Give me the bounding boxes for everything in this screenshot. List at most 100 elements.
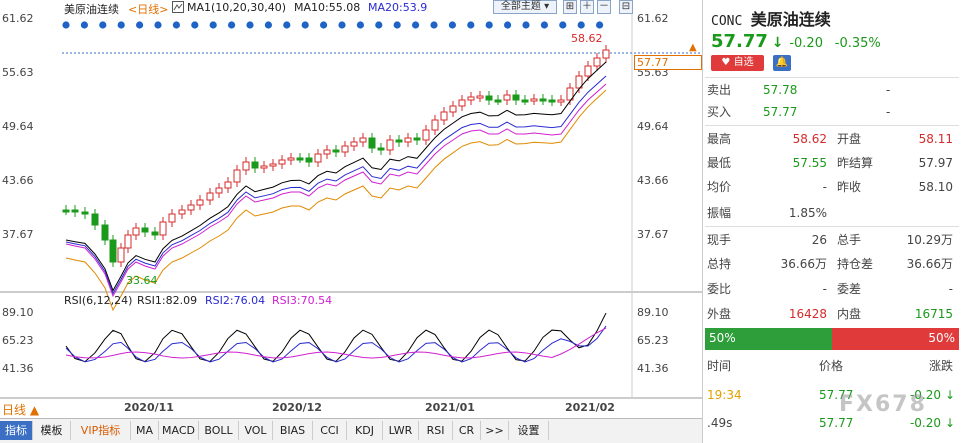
trade-down-arrow-icon: ↓ bbox=[944, 388, 955, 402]
candle-body bbox=[260, 165, 268, 169]
candle-body bbox=[332, 149, 340, 153]
outer-inner-row: 外盘 16428 内盘 16715 bbox=[703, 303, 961, 325]
tab-macd-label: MACD bbox=[162, 424, 195, 437]
tab-kdj[interactable]: KDJ bbox=[347, 421, 383, 440]
y-tick-left-3: 49.64 bbox=[2, 120, 34, 133]
tab-indicator[interactable]: 指标 bbox=[0, 421, 33, 440]
candle-body bbox=[233, 169, 241, 183]
buy-label: 买入 bbox=[707, 105, 732, 119]
rsi-tick-left-2: 65.23 bbox=[2, 334, 34, 347]
tab-rsi[interactable]: RSI bbox=[419, 421, 453, 440]
candle-body bbox=[251, 161, 259, 169]
rsi-tick-left-1: 89.10 bbox=[2, 306, 34, 319]
period-switch[interactable]: 日线 ▲ bbox=[2, 403, 40, 417]
event-marker bbox=[228, 21, 236, 29]
trade-price: 57.77 bbox=[819, 388, 854, 402]
candle-body bbox=[314, 153, 322, 163]
candle-body bbox=[341, 145, 349, 153]
trades-header-chg: 涨跌 bbox=[928, 359, 953, 373]
tab-cci-label: CCI bbox=[320, 424, 339, 437]
outer-label: 外盘 bbox=[707, 307, 732, 321]
heart-icon: ♥ bbox=[721, 57, 731, 68]
event-marker bbox=[485, 21, 493, 29]
add-watchlist-button[interactable]: ♥ 自选 bbox=[711, 55, 764, 71]
all-themes-dropdown[interactable]: 全部主题 ▾ bbox=[493, 0, 557, 14]
tab-settings[interactable]: 设置 bbox=[509, 421, 549, 440]
settings-icon[interactable]: ⊟ bbox=[619, 0, 633, 14]
event-marker bbox=[172, 21, 180, 29]
instrument-label: 美原油连续 bbox=[64, 3, 119, 16]
tab-vip-indicator[interactable]: VIP指标 bbox=[71, 421, 131, 440]
tab-vol[interactable]: VOL bbox=[239, 421, 273, 440]
y-tick-left-2: 55.63 bbox=[2, 66, 34, 79]
event-marker bbox=[191, 21, 199, 29]
crosshair-icon[interactable]: ⊞ bbox=[563, 0, 577, 14]
candle-body bbox=[215, 187, 223, 194]
candle-body bbox=[287, 157, 295, 161]
y-tick-left-1: 61.62 bbox=[2, 12, 34, 25]
candle-body bbox=[296, 157, 304, 161]
tab-vol-label: VOL bbox=[244, 424, 267, 437]
total-vol-label: 总手 bbox=[837, 233, 862, 247]
event-marker bbox=[522, 21, 530, 29]
tab-cr[interactable]: CR bbox=[453, 421, 481, 440]
watermark-logo: FX678 bbox=[839, 392, 927, 417]
last-price: 57.77 bbox=[711, 31, 768, 52]
tab-bias[interactable]: BIAS bbox=[273, 421, 313, 440]
tab-macd[interactable]: MACD bbox=[159, 421, 199, 440]
rsi-tick-left-3: 41.36 bbox=[2, 362, 34, 375]
rsi-label: RSI(6,12,24) bbox=[64, 294, 133, 307]
kline-chart-area[interactable]: 美原油连续 <日线> MA1(10,20,30,40) MA10:55.08 M… bbox=[0, 0, 702, 418]
ma1-line bbox=[65, 61, 607, 292]
event-marker bbox=[264, 21, 272, 29]
candle-body bbox=[196, 199, 204, 206]
tab-more[interactable]: >> bbox=[481, 421, 509, 440]
cur-vol-label: 现手 bbox=[707, 233, 732, 247]
period-switch-label: 日线 bbox=[2, 403, 27, 417]
wb-value: - bbox=[822, 282, 827, 296]
y-tick-right-5: 37.67 bbox=[637, 228, 669, 241]
ratio-bar-sell bbox=[832, 328, 959, 350]
rsi-tick-right-1: 89.10 bbox=[637, 306, 669, 319]
avg-close-row: 均价 - 昨收 58.10 bbox=[703, 176, 961, 198]
tab-vip-label: VIP指标 bbox=[80, 424, 121, 437]
zoom-out-icon[interactable]: － bbox=[597, 0, 611, 14]
event-marker bbox=[393, 21, 401, 29]
candle-body bbox=[159, 221, 167, 236]
rsi2-line bbox=[65, 325, 607, 363]
candle-body bbox=[539, 98, 547, 102]
bell-icon: 🔔 bbox=[775, 57, 789, 68]
tab-cci[interactable]: CCI bbox=[313, 421, 347, 440]
y-tick-right-4: 43.66 bbox=[637, 174, 669, 187]
zoom-in-icon[interactable]: ＋ bbox=[580, 0, 594, 14]
trades-header-time: 时间 bbox=[707, 359, 732, 373]
kline-chart-svg[interactable] bbox=[0, 0, 702, 418]
tab-lwr[interactable]: LWR bbox=[383, 421, 419, 440]
candle-body bbox=[476, 95, 484, 99]
low-settle-row: 最低 57.55 昨结算 57.97 bbox=[703, 152, 961, 174]
candle-body bbox=[395, 139, 403, 143]
total-vol-value: 10.29万 bbox=[906, 233, 953, 247]
tab-boll[interactable]: BOLL bbox=[199, 421, 239, 440]
quote-price-line: 57.77 ↓ -0.20 -0.35% bbox=[711, 31, 881, 52]
candle-body bbox=[377, 147, 385, 151]
prev-settle-value: 57.97 bbox=[918, 156, 953, 170]
candle-body bbox=[440, 111, 448, 121]
x-tick-1: 2020/11 bbox=[124, 401, 174, 414]
trade-down-arrow-icon: ↓ bbox=[944, 416, 955, 430]
wc-value: - bbox=[948, 282, 953, 296]
oi-label: 总持 bbox=[707, 257, 732, 271]
candle-body bbox=[109, 239, 117, 263]
trade-chg: -0.20 bbox=[909, 388, 941, 402]
candle-body bbox=[449, 105, 457, 113]
rsi-tick-right-2: 65.23 bbox=[637, 334, 669, 347]
tab-template[interactable]: 模板 bbox=[33, 421, 71, 440]
high-value: 58.62 bbox=[792, 132, 827, 146]
tab-ma[interactable]: MA bbox=[131, 421, 159, 440]
last-price-tag-value: 57.77 bbox=[637, 56, 669, 69]
x-tick-3: 2021/01 bbox=[425, 401, 475, 414]
event-marker bbox=[375, 21, 383, 29]
alert-bell-button[interactable]: 🔔 bbox=[773, 55, 791, 71]
candle-body bbox=[305, 157, 313, 163]
oi-chg-label: 持仓差 bbox=[837, 257, 874, 271]
